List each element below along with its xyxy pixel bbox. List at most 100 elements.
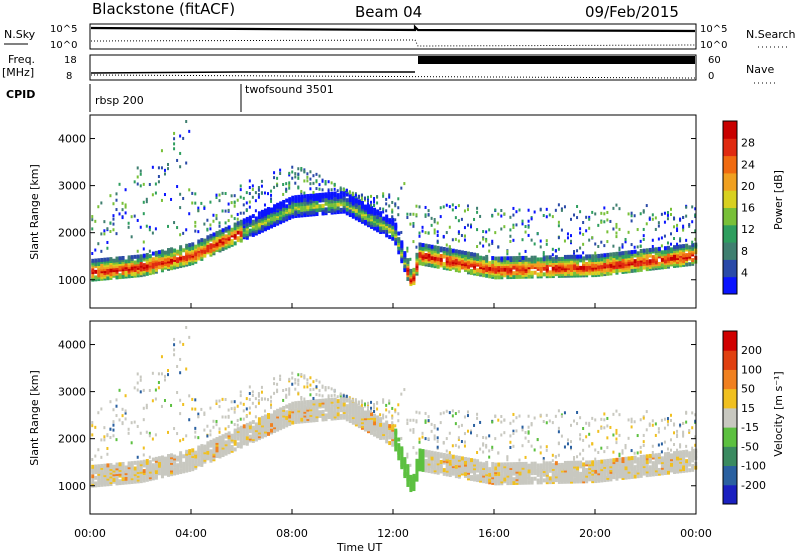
velocity-cell: [588, 445, 590, 448]
power-cell: [155, 182, 157, 185]
power-cell: [343, 202, 346, 206]
velocity-cell: [664, 456, 667, 460]
velocity-cell: [234, 440, 237, 444]
power-cell: [125, 271, 128, 275]
power-cell: [219, 230, 222, 234]
power-cell: [352, 213, 355, 217]
power-cell: [531, 271, 534, 275]
velocity-cell: [391, 443, 394, 447]
power-cell: [397, 231, 400, 235]
power-cell: [294, 199, 297, 203]
power-cell: [461, 218, 463, 221]
velocity-cell: [158, 471, 161, 475]
velocity-cell: [300, 401, 303, 405]
velocity-cell: [112, 478, 115, 482]
velocity-cell: [188, 394, 190, 397]
power-cell: [237, 213, 239, 216]
power-cell: [622, 259, 625, 263]
power-cell: [246, 201, 248, 204]
velocity-cell: [491, 462, 494, 466]
velocity-cell: [270, 406, 272, 409]
power-cell: [312, 193, 315, 197]
velocity-cell: [261, 397, 263, 400]
power-cell: [434, 228, 436, 231]
velocity-cell: [185, 434, 187, 437]
power-cell: [509, 240, 511, 243]
power-cell: [597, 224, 599, 227]
power-cell: [134, 272, 137, 276]
velocity-cell: [452, 444, 454, 447]
velocity-cell: [612, 413, 614, 416]
velocity-cell: [576, 422, 578, 425]
velocity-cell: [549, 419, 551, 422]
velocity-cell: [267, 413, 270, 417]
velocity-cell: [603, 418, 605, 421]
velocity-cell: [558, 454, 560, 457]
power-cell: [158, 250, 161, 254]
power-cell: [615, 204, 617, 207]
velocity-cell: [658, 444, 660, 447]
power-cell: [361, 201, 364, 205]
velocity-cell: [137, 372, 139, 375]
power-cell: [228, 225, 231, 229]
velocity-cell: [367, 402, 369, 405]
velocity-cell: [646, 428, 648, 431]
velocity-heatmap: [91, 326, 697, 492]
velocity-cell: [255, 397, 257, 400]
velocity-cell: [640, 418, 642, 421]
velocity-cell: [294, 401, 297, 405]
power-cell: [237, 199, 239, 202]
power-cell: [106, 276, 109, 280]
power-cell: [555, 265, 558, 269]
velocity-cell: [437, 428, 439, 431]
velocity-cell: [394, 424, 396, 427]
power-cell: [606, 211, 608, 214]
velocity-cell: [497, 462, 500, 466]
velocity-cell: [631, 420, 633, 423]
velocity-cell: [670, 463, 673, 467]
power-cell: [388, 193, 390, 196]
power-cell: [173, 262, 176, 266]
velocity-cell: [643, 434, 645, 437]
power-cell: [140, 254, 143, 258]
velocity-cell: [419, 411, 421, 414]
velocity-cell: [582, 457, 584, 460]
velocity-cell: [600, 447, 602, 450]
power-cell: [367, 196, 369, 199]
power-cell: [267, 215, 270, 219]
power-cell: [270, 194, 272, 197]
velocity-cell: [103, 464, 106, 468]
velocity-cell: [94, 481, 97, 485]
velocity-cell: [591, 460, 594, 464]
power-cell: [449, 205, 451, 208]
power-cell: [240, 196, 242, 199]
power-cell: [267, 222, 270, 226]
power-cell: [343, 191, 346, 195]
velocity-cell: [158, 372, 160, 375]
velocity-cell: [373, 414, 376, 418]
velocity-cell: [670, 453, 673, 457]
velocity-cell: [458, 446, 460, 449]
velocity-cell: [518, 462, 521, 466]
velocity-cell: [334, 403, 337, 407]
power-cell: [140, 184, 142, 187]
velocity-cell: [494, 466, 497, 470]
velocity-cell: [140, 460, 143, 464]
power-cell: [570, 272, 573, 276]
velocity-cell: [415, 459, 418, 463]
power-cell: [291, 170, 293, 173]
velocity-cell: [412, 474, 415, 478]
power-cell: [149, 183, 151, 186]
power-cell: [134, 255, 137, 259]
velocity-cell: [215, 420, 217, 423]
power-cell: [534, 271, 537, 275]
velocity-cell: [588, 433, 590, 436]
power-cell: [373, 204, 375, 207]
power-cell: [488, 250, 490, 253]
velocity-cell: [258, 399, 260, 402]
velocity-cell: [628, 418, 630, 421]
power-cell: [685, 263, 688, 267]
velocity-cell: [325, 413, 328, 417]
power-cell: [412, 225, 414, 228]
velocity-cell: [206, 454, 209, 458]
